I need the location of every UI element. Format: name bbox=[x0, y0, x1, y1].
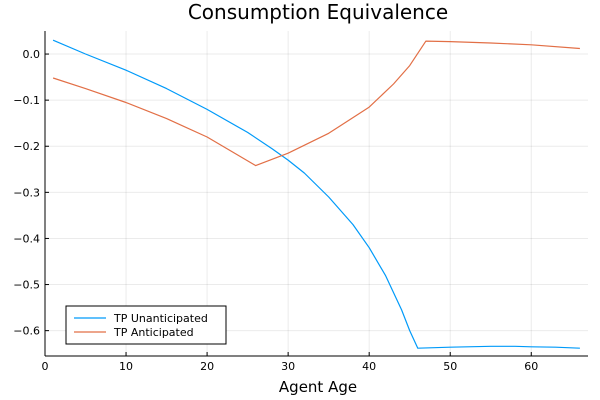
legend-entry: TP Anticipated bbox=[113, 326, 194, 339]
x-axis-label: Agent Age bbox=[279, 378, 357, 396]
x-tick-label: 10 bbox=[119, 360, 133, 373]
y-tick-label: −0.5 bbox=[13, 279, 40, 292]
x-tick-label: 60 bbox=[524, 360, 538, 373]
x-tick-label: 20 bbox=[200, 360, 214, 373]
x-tick-label: 40 bbox=[362, 360, 376, 373]
x-tick-label: 30 bbox=[281, 360, 295, 373]
grid-layer bbox=[44, 31, 588, 356]
ticks-layer: 0 10 20 30 40 50 60 0.0 −0.1 −0.2 −0.3 −0.4 −0.5 −0.6 bbox=[13, 48, 538, 373]
x-tick-label: 50 bbox=[443, 360, 457, 373]
legend-entry: TP Unanticipated bbox=[113, 312, 208, 325]
legend-box bbox=[65, 305, 227, 345]
y-tick-label: −0.4 bbox=[13, 232, 40, 245]
series-layer bbox=[52, 39, 580, 349]
series-line-tp-unanticipated bbox=[52, 39, 580, 349]
axes-layer bbox=[44, 31, 588, 357]
y-tick-label: −0.1 bbox=[13, 94, 40, 107]
series-line-tp-anticipated bbox=[52, 40, 580, 167]
x-tick-label: 0 bbox=[42, 360, 49, 373]
y-tick-label: 0.0 bbox=[23, 48, 41, 61]
y-tick-label: −0.6 bbox=[13, 325, 40, 338]
y-tick-label: −0.2 bbox=[13, 140, 40, 153]
chart-title: Consumption Equivalence bbox=[188, 0, 448, 24]
y-tick-label: −0.3 bbox=[13, 186, 40, 199]
